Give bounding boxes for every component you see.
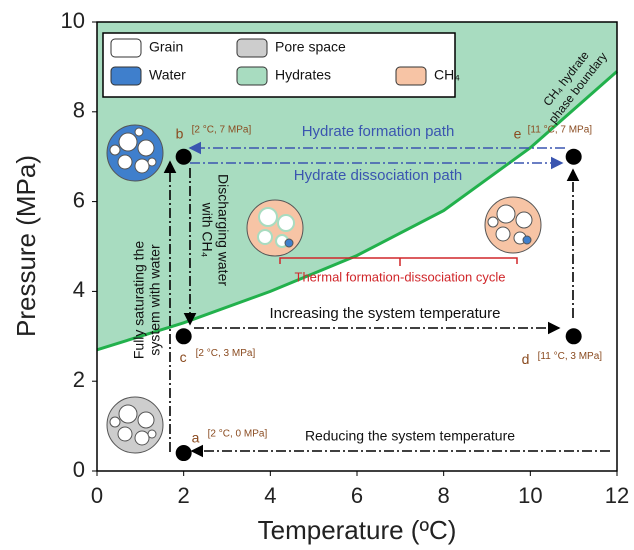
cycle-label: Thermal formation-dissociation cycle: [295, 269, 506, 284]
point-label: a: [192, 430, 200, 446]
formation-label: Hydrate formation path: [302, 123, 455, 140]
point-coords: [2 °C, 7 MPa]: [192, 124, 252, 135]
legend-label: Water: [149, 67, 186, 83]
legend-label: Hydrates: [275, 67, 331, 83]
state-point: [175, 328, 192, 345]
x-tick-label: 8: [438, 483, 450, 508]
legend-swatch: [236, 38, 268, 58]
discharging-label: Discharging water: [215, 174, 231, 286]
y-tick-label: 0: [73, 457, 85, 482]
legend-box: [102, 32, 456, 98]
y-axis-title: Pressure (MPa): [11, 155, 41, 337]
legend-label: Grain: [149, 39, 183, 55]
state-point: [175, 445, 192, 462]
point-label: c: [180, 349, 187, 365]
paths: [163, 141, 610, 458]
x-axis-title: Temperature (ºC): [258, 515, 457, 545]
point-label: e: [514, 125, 522, 141]
legend-swatch: [395, 66, 427, 86]
discharging-label: with CH₄: [199, 202, 215, 258]
increasing-label: Increasing the system temperature: [270, 305, 501, 322]
dissociation-label: Hydrate dissociation path: [294, 167, 462, 184]
hydrate-region: [97, 22, 617, 350]
x-tick-label: 6: [351, 483, 363, 508]
legend-swatch: [110, 38, 142, 58]
x-tick-label: 12: [605, 483, 629, 508]
icons: [106, 124, 542, 454]
point-coords: [11 °C, 7 MPa]: [528, 124, 593, 135]
reducing-label: Reducing the system temperature: [305, 428, 515, 444]
y-tick-label: 8: [73, 98, 85, 123]
saturating-label: Fully saturating the: [131, 241, 147, 359]
x-tick-label: 2: [178, 483, 190, 508]
state-point: [565, 148, 582, 165]
point-label: d: [522, 351, 530, 367]
y-tick-label: 2: [73, 367, 85, 392]
point-coords: [2 °C, 3 MPa]: [196, 348, 256, 359]
y-tick-label: 4: [73, 277, 85, 302]
x-tick-label: 4: [264, 483, 276, 508]
cycle-bracket: [279, 257, 518, 266]
y-tick-label: 10: [61, 8, 85, 33]
state-point: [175, 148, 192, 165]
point-coords: [2 °C, 0 MPa]: [208, 429, 268, 440]
legend-label: Pore space: [275, 39, 346, 55]
y-tick-label: 6: [73, 187, 85, 212]
point-label: b: [176, 125, 184, 141]
point-coords: [11 °C, 3 MPa]: [538, 351, 603, 362]
legend-swatch: [236, 66, 268, 86]
saturating-label: system with water: [147, 244, 163, 356]
legend-label: CH₄: [434, 67, 460, 83]
x-tick-label: 10: [518, 483, 542, 508]
x-tick-label: 0: [91, 483, 103, 508]
state-point: [565, 328, 582, 345]
legend-swatch: [110, 66, 142, 86]
